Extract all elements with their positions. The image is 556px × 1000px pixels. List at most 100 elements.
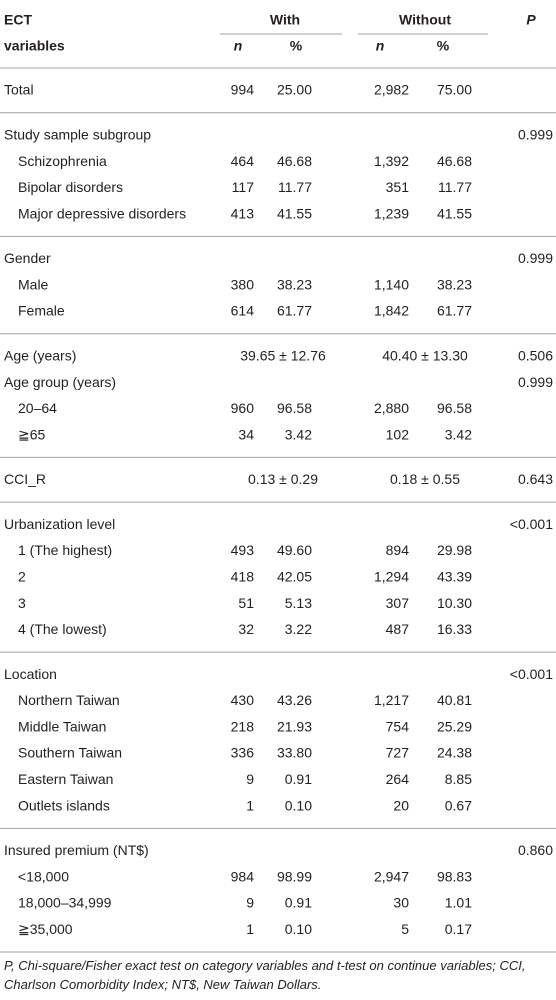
- header-sub: %: [437, 38, 450, 54]
- row-label: Insured premium (NT$): [4, 842, 149, 858]
- header-sub: n: [376, 38, 385, 54]
- cell: 0.67: [445, 797, 472, 813]
- row-label: Age group (years): [4, 374, 116, 390]
- header-with: With: [270, 12, 300, 28]
- cell: 40.81: [437, 692, 472, 708]
- p-value: 0.506: [518, 347, 553, 363]
- cell: 1.01: [445, 895, 472, 911]
- cell: 418: [231, 568, 255, 584]
- cell: 61.77: [277, 303, 312, 319]
- cell: 984: [231, 868, 255, 884]
- p-value: 0.999: [518, 126, 553, 142]
- p-value: <0.001: [510, 516, 553, 532]
- p-value: 0.860: [518, 842, 553, 858]
- row-label: Eastern Taiwan: [18, 771, 113, 787]
- cell: 96.58: [277, 400, 312, 416]
- cell: 11.77: [438, 179, 472, 195]
- row-label: Northern Taiwan: [18, 692, 120, 708]
- cell: 727: [386, 745, 410, 761]
- cell: 2,880: [374, 400, 409, 416]
- cell: 380: [231, 276, 255, 292]
- cell: 61.77: [437, 303, 472, 319]
- row-label: ≧65: [18, 426, 46, 442]
- row-label: Study sample subgroup: [4, 126, 151, 142]
- cell: 1,294: [374, 568, 409, 584]
- cell: 11.77: [278, 179, 312, 195]
- header-col0: variables: [4, 38, 65, 54]
- cell: 34: [238, 426, 254, 442]
- cell: 0.18 ± 0.55: [390, 471, 460, 487]
- cell: 117: [232, 179, 255, 195]
- cell: 32: [238, 621, 254, 637]
- cell: 1: [246, 797, 254, 813]
- cell: 16.33: [437, 621, 472, 637]
- p-value: <0.001: [510, 666, 553, 682]
- row-label: Gender: [4, 250, 51, 266]
- cell: 38.23: [437, 276, 472, 292]
- cell: 218: [231, 718, 255, 734]
- cell: 0.10: [285, 797, 312, 813]
- cell: 10.30: [437, 595, 472, 611]
- row-label: 18,000–34,999: [18, 895, 112, 911]
- row-label: 3: [18, 595, 26, 611]
- header-sub: %: [290, 38, 303, 54]
- cell: 894: [386, 542, 410, 558]
- row-label: Middle Taiwan: [18, 718, 106, 734]
- cell: 21.93: [277, 718, 312, 734]
- cell: 51: [238, 595, 254, 611]
- cell: 0.91: [285, 771, 312, 787]
- cell: 33.80: [277, 745, 312, 761]
- row-label: 1 (The highest): [18, 542, 112, 558]
- cell: 754: [386, 718, 410, 734]
- cell: 5: [401, 921, 409, 937]
- cell: 29.98: [437, 542, 472, 558]
- row-label: 4 (The lowest): [18, 621, 107, 637]
- row-label: Major depressive disorders: [18, 205, 186, 221]
- cell: 40.40 ± 13.30: [382, 347, 468, 363]
- cell: 8.85: [445, 771, 472, 787]
- cell: 336: [231, 745, 255, 761]
- row-label: CCI_R: [4, 471, 46, 487]
- cell: 0.13 ± 0.29: [248, 471, 318, 487]
- cell: 413: [231, 205, 255, 221]
- cell: 41.55: [277, 205, 312, 221]
- cell: 46.68: [277, 153, 312, 169]
- cell: 1,392: [374, 153, 409, 169]
- row-label: 20–64: [18, 400, 57, 416]
- cell: 1: [246, 921, 254, 937]
- row-label: Location: [4, 666, 57, 682]
- cell: 960: [231, 400, 255, 416]
- row-label: Southern Taiwan: [18, 745, 122, 761]
- cell: 614: [231, 303, 255, 319]
- cell: 1,217: [374, 692, 409, 708]
- cell: 994: [231, 82, 255, 98]
- cell: 0.91: [285, 895, 312, 911]
- cell: 43.26: [277, 692, 312, 708]
- footnote: P, Chi-square/Fisher exact test on categ…: [4, 958, 526, 992]
- cell: 3.22: [285, 621, 312, 637]
- cell: 30: [393, 895, 409, 911]
- cell: 3.42: [445, 426, 472, 442]
- row-label: Bipolar disorders: [18, 179, 123, 195]
- cell: 25.29: [437, 718, 472, 734]
- cell: 98.83: [437, 868, 472, 884]
- cell: 0.10: [285, 921, 312, 937]
- cell: 75.00: [437, 82, 472, 98]
- cell: 487: [386, 621, 410, 637]
- cell: 493: [231, 542, 255, 558]
- cell: 43.39: [437, 568, 472, 584]
- p-value: 0.643: [518, 471, 553, 487]
- cell: 464: [231, 153, 255, 169]
- row-label: Total: [4, 82, 34, 98]
- cell: 351: [386, 179, 410, 195]
- cell: 1,140: [374, 276, 409, 292]
- cell: 38.23: [277, 276, 312, 292]
- cell: 42.05: [277, 568, 312, 584]
- row-label: Age (years): [4, 347, 76, 363]
- p-value: 0.999: [518, 374, 553, 390]
- cell: 96.58: [437, 400, 472, 416]
- cell: 0.17: [445, 921, 472, 937]
- row-label: Male: [18, 276, 49, 292]
- cell: 264: [386, 771, 410, 787]
